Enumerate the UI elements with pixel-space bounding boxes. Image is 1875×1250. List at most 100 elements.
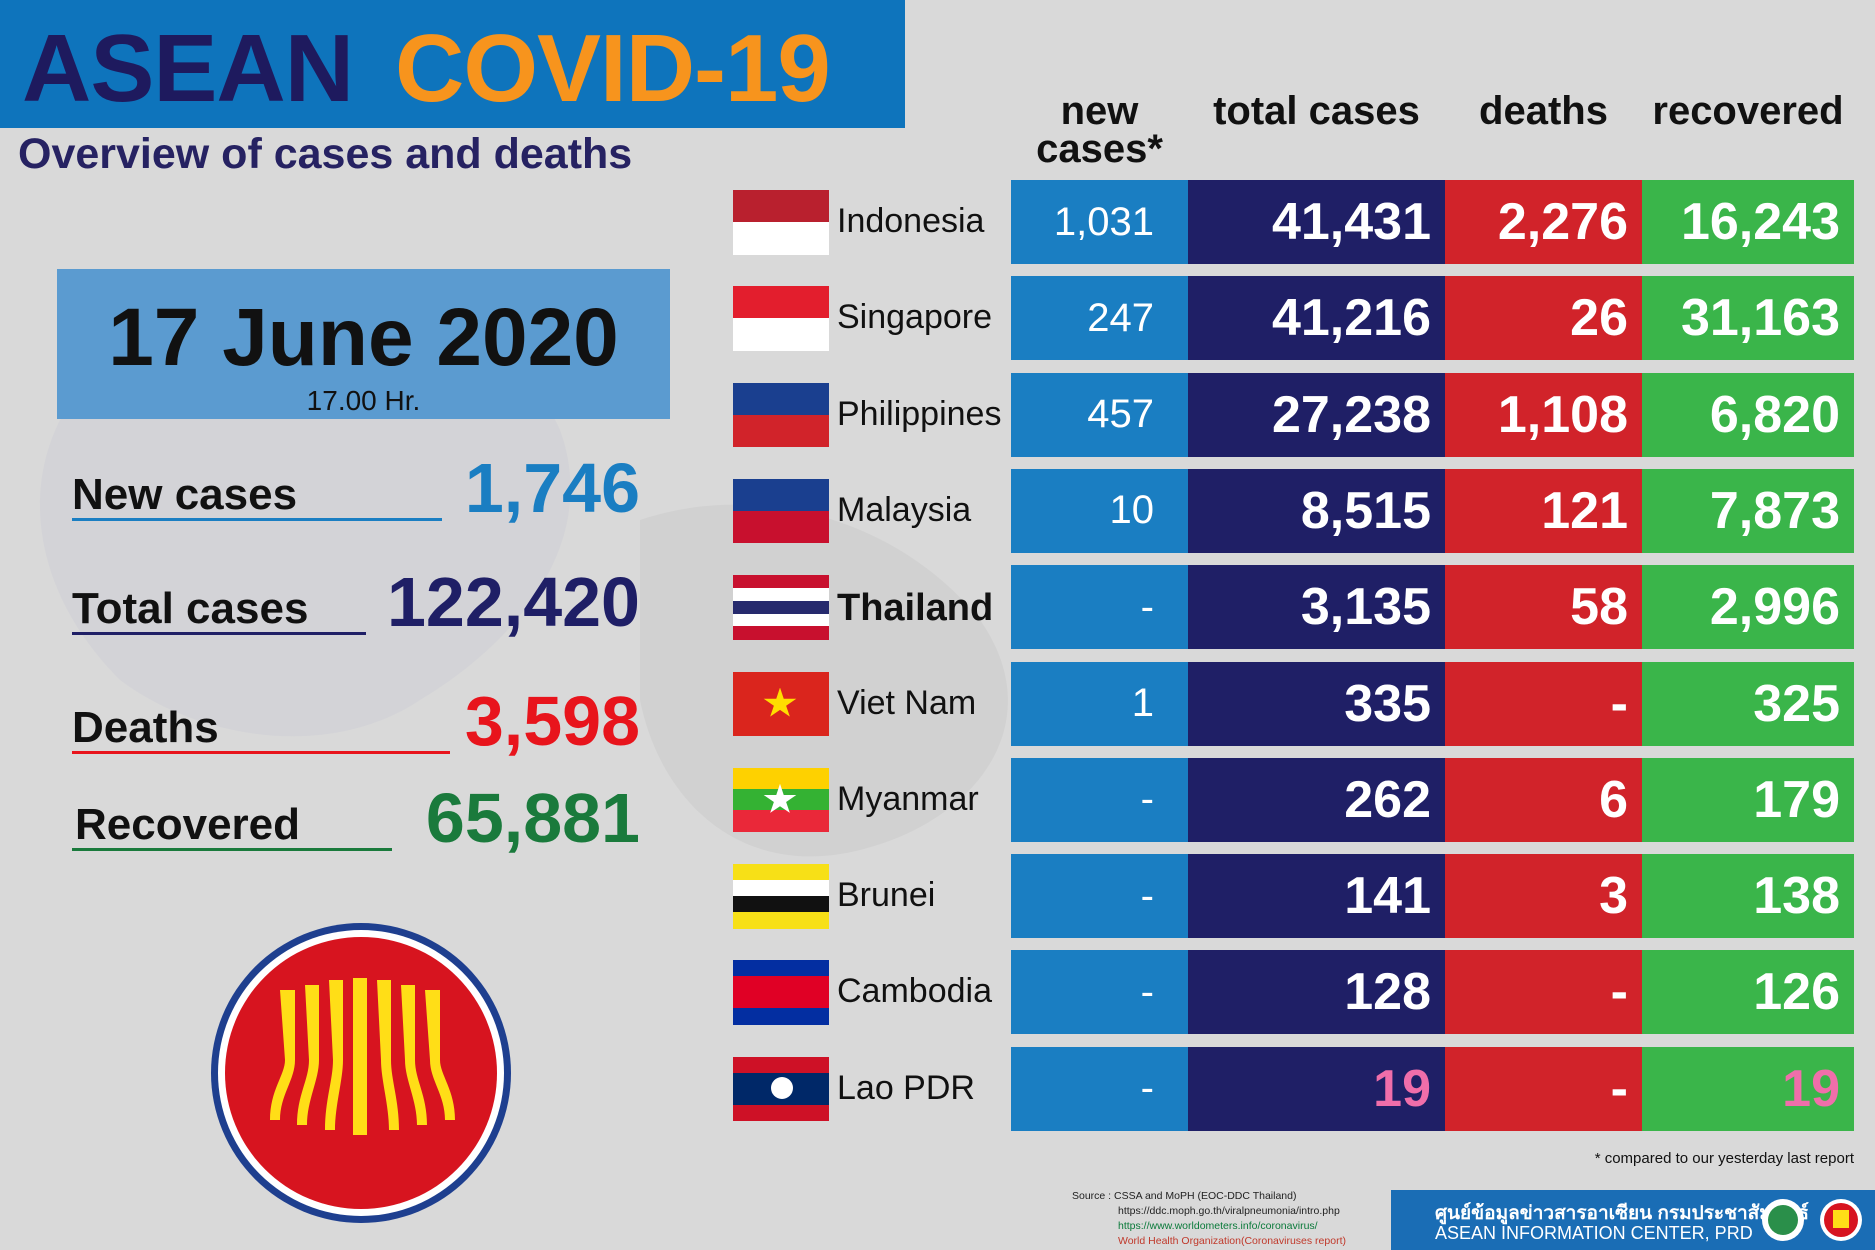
flag-stripe <box>733 382 829 416</box>
country-name: Myanmar <box>837 779 979 818</box>
summary-underline <box>72 751 450 754</box>
table-cell: 335 <box>1188 661 1445 746</box>
summary-label: Total cases <box>72 584 309 633</box>
table-cell: 2,276 <box>1445 180 1642 264</box>
table-cell: - <box>1011 854 1188 939</box>
footer-english: ASEAN INFORMATION CENTER, PRD <box>1435 1223 1753 1243</box>
table-cell: 1,031 <box>1011 180 1188 264</box>
table-cell: 27,238 <box>1188 372 1445 457</box>
table-cell: 126 <box>1642 950 1854 1035</box>
table-cell: 179 <box>1642 757 1854 842</box>
summary-value: 122,420 <box>386 563 640 641</box>
table-cell: 121 <box>1445 468 1642 553</box>
flag-stripe <box>733 190 829 223</box>
country-name: Thailand <box>837 587 994 630</box>
column-header: recovered <box>1652 89 1844 133</box>
flag-stripe <box>733 976 829 993</box>
table-cell: - <box>1011 565 1188 650</box>
flag-stripe <box>733 1008 829 1025</box>
summary-value: 1,746 <box>464 449 640 527</box>
country-name: Singapore <box>837 298 993 337</box>
subtitle: Overview of cases and deaths <box>18 130 633 178</box>
summary-value: 3,598 <box>464 682 640 760</box>
country-name: Indonesia <box>837 202 985 240</box>
table-cell: - <box>1011 950 1188 1035</box>
footer-thai: ศูนย์ข้อมูลข่าวสารอาเซียน กรมประชาสัมพัน… <box>1435 1203 1809 1224</box>
title-accent: COVID-19 <box>395 15 831 122</box>
table-cell: 19 <box>1188 1046 1445 1131</box>
table-cell: 10 <box>1011 468 1188 553</box>
summary-label: Recovered <box>75 800 301 849</box>
flag-stripe <box>733 1104 829 1122</box>
date: 17 June 2020 <box>108 292 619 383</box>
flag-stripe <box>733 626 829 640</box>
table-cell: 6,820 <box>1642 372 1854 457</box>
column-header: new cases* <box>1036 89 1163 171</box>
flag-stripe <box>733 767 829 790</box>
table-cell: - <box>1445 950 1642 1035</box>
table-cell: 41,431 <box>1188 180 1445 264</box>
table-cell: 31,163 <box>1642 276 1854 361</box>
table-cell: 8,515 <box>1188 468 1445 553</box>
flag-stripe <box>733 810 829 833</box>
flag-disc <box>771 1076 793 1099</box>
table-cell: 138 <box>1642 854 1854 939</box>
table-cell: 1 <box>1011 661 1188 746</box>
table-cell: - <box>1011 757 1188 842</box>
title-main: ASEAN <box>22 15 354 122</box>
table-cell: 2,996 <box>1642 565 1854 650</box>
summary-label: Deaths <box>72 703 219 752</box>
column-header: deaths <box>1479 89 1608 133</box>
country-name: Philippines <box>837 394 1002 433</box>
source-line: https://www.worldometers.info/coronaviru… <box>1118 1220 1318 1232</box>
source-line: World Health Organization(Coronaviruses … <box>1118 1235 1346 1247</box>
table-cell: 3 <box>1445 854 1642 939</box>
footer-bar: ศูนย์ข้อมูลข่าวสารอาเซียน กรมประชาสัมพัน… <box>1391 1190 1875 1250</box>
table-cell: 457 <box>1011 372 1188 457</box>
table-cell: - <box>1445 1046 1642 1131</box>
flag-stripe <box>733 510 829 544</box>
table-cell: 41,216 <box>1188 276 1445 361</box>
country-name: Lao PDR <box>837 1068 975 1107</box>
table-cell: 6 <box>1445 757 1642 842</box>
flag-stripe <box>733 864 829 881</box>
flag-stripe <box>733 222 829 255</box>
table-cell: - <box>1445 661 1642 746</box>
table-cell: 19 <box>1642 1046 1854 1131</box>
footnote: * compared to our yesterday last report <box>1594 1150 1854 1167</box>
table-cell: 325 <box>1642 661 1854 746</box>
flag-stripe <box>733 896 829 913</box>
table-cell: 16,243 <box>1642 180 1854 264</box>
flag-stripe <box>733 992 829 1009</box>
date-box: 17 June 2020 17.00 Hr. <box>57 269 670 419</box>
time: 17.00 Hr. <box>306 385 421 416</box>
table-cell: - <box>1011 1046 1188 1131</box>
table-cell: 7,873 <box>1642 468 1854 553</box>
flag-stripe <box>733 613 829 627</box>
source-line: Source : CSSA and MoPH (EOC-DDC Thailand… <box>1072 1190 1297 1202</box>
table-cell: 3,135 <box>1188 565 1445 650</box>
title-bar: ASEAN COVID-19 <box>0 0 905 128</box>
country-name: Viet Nam <box>837 683 977 722</box>
flag-stripe <box>733 880 829 897</box>
flag-stripe <box>733 478 829 512</box>
country-name: Malaysia <box>837 490 972 529</box>
summary-underline <box>72 632 366 635</box>
flag-stripe <box>733 1056 829 1074</box>
summary-underline <box>72 518 442 521</box>
flag-stripe <box>733 414 829 448</box>
flag-stripe <box>733 960 829 977</box>
flag-stripe <box>733 575 829 589</box>
table-cell: 141 <box>1188 854 1445 939</box>
flag-stripe <box>733 286 829 319</box>
footer-logos <box>1762 1199 1862 1241</box>
country-name: Brunei <box>837 876 936 915</box>
summary-underline <box>72 848 392 851</box>
table-cell: 128 <box>1188 950 1445 1035</box>
flag-stripe <box>733 600 829 615</box>
table-cell: 58 <box>1445 565 1642 650</box>
source-line: https://ddc.moph.go.th/viralpneumonia/in… <box>1118 1205 1340 1217</box>
country-name: Cambodia <box>837 972 992 1011</box>
flag-stripe <box>733 318 829 351</box>
